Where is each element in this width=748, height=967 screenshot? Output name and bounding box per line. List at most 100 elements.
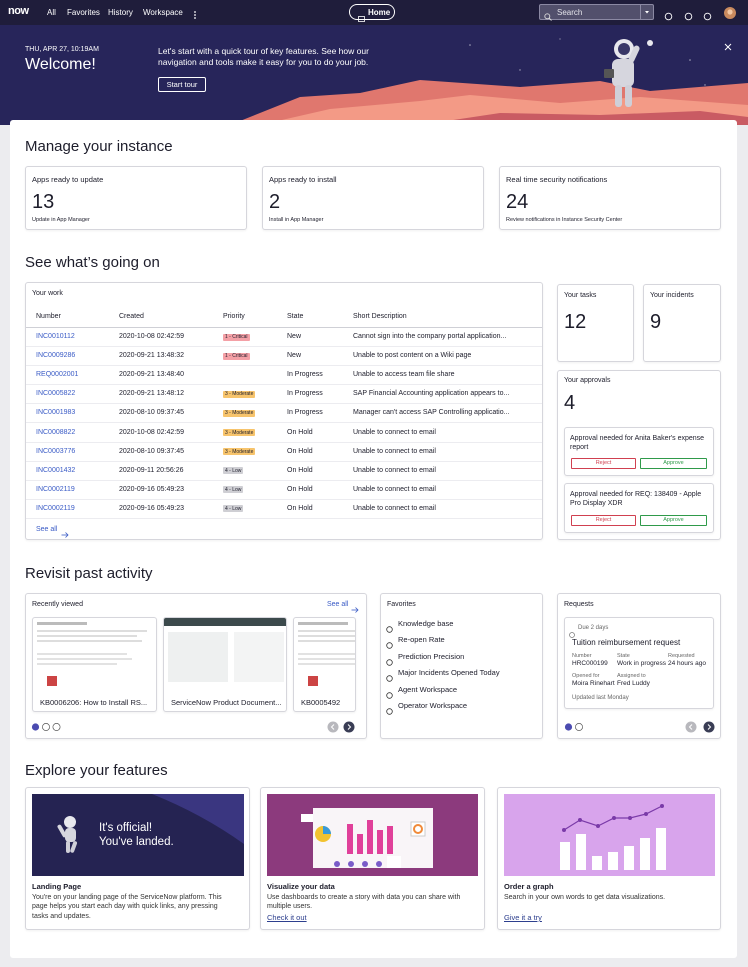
close-icon-svg bbox=[724, 43, 732, 51]
request-due: Due 2 days bbox=[578, 625, 609, 631]
favorite-icon bbox=[386, 702, 393, 715]
image-text: It's official! bbox=[99, 822, 153, 834]
nav-icon[interactable] bbox=[703, 8, 712, 21]
more-icon bbox=[193, 7, 197, 19]
prev-button[interactable] bbox=[327, 720, 339, 733]
priority-badge: 1 - Critical bbox=[223, 352, 250, 360]
card-title: Your incidents bbox=[650, 292, 694, 299]
created: 2020-09-21 13:48:40 bbox=[119, 371, 184, 379]
home-label: Home bbox=[368, 8, 391, 17]
approve-button[interactable]: Approve bbox=[640, 458, 707, 469]
card-title: Your work bbox=[32, 290, 63, 297]
field-label: Opened for bbox=[572, 673, 600, 679]
recent-item[interactable]: ServiceNow Product Document... bbox=[163, 617, 287, 712]
feature-text: Search in your own words to get data vis… bbox=[504, 894, 666, 901]
record-link[interactable]: INC0005822 bbox=[36, 390, 76, 398]
short-description: Unable to connect to email bbox=[353, 466, 436, 474]
recent-item[interactable]: KB0005492 bbox=[293, 617, 356, 712]
arrow-icon bbox=[61, 526, 69, 538]
short-description: Unable to connect to email bbox=[353, 447, 436, 455]
favorite-link[interactable]: Major Incidents Opened Today bbox=[398, 668, 500, 678]
favorite-link[interactable]: Prediction Precision bbox=[398, 651, 465, 661]
nav-item[interactable]: Favorites bbox=[67, 8, 100, 17]
state: On Hold bbox=[287, 428, 313, 436]
state: New bbox=[287, 352, 302, 360]
pager-dots-svg bbox=[564, 723, 583, 731]
row-line bbox=[26, 384, 542, 386]
reject-button[interactable]: Reject bbox=[571, 515, 636, 526]
hero-art bbox=[0, 25, 748, 125]
home-button[interactable] bbox=[349, 4, 395, 20]
nav-icon[interactable] bbox=[684, 8, 693, 21]
record-link[interactable]: INC0001432 bbox=[36, 466, 76, 474]
card-note: Install in App Manager bbox=[269, 217, 324, 223]
next-button-svg bbox=[703, 721, 715, 733]
request-name: Tuition reimbursement request bbox=[572, 638, 681, 647]
record-link[interactable]: INC0003776 bbox=[36, 447, 76, 455]
see-all-link[interactable]: See all bbox=[327, 601, 349, 608]
card-title: Apps ready to install bbox=[269, 175, 337, 184]
created: 2020-09-16 05:49:23 bbox=[119, 504, 184, 512]
nav-item[interactable]: All bbox=[47, 8, 56, 17]
recent-item[interactable]: KB0006206: How to Install RS... bbox=[32, 617, 157, 712]
record-link[interactable]: REQ0002001 bbox=[36, 371, 79, 379]
avatar[interactable] bbox=[724, 6, 736, 19]
nav-item[interactable]: History bbox=[108, 8, 133, 17]
record-link[interactable]: INC0002119 bbox=[36, 504, 75, 512]
favorite-link[interactable]: Re-open Rate bbox=[398, 635, 445, 645]
favorite-link[interactable]: Operator Workspace bbox=[398, 701, 468, 710]
row-line bbox=[26, 441, 542, 443]
header-line bbox=[26, 327, 542, 328]
more-icon-svg bbox=[194, 11, 196, 19]
hero-date: THU, APR 27, 10:19AM bbox=[25, 46, 99, 53]
record-link[interactable]: INC0008822 bbox=[36, 428, 76, 436]
next-button[interactable] bbox=[343, 720, 355, 733]
section-title: Revisit past activity bbox=[25, 565, 153, 582]
priority-badge: 3 - Moderate bbox=[223, 429, 256, 436]
recent-name: KB0005492 bbox=[301, 698, 341, 707]
card-note: Update in App Manager bbox=[32, 217, 90, 223]
favorite-icon bbox=[386, 669, 393, 682]
record-link[interactable]: INC0009286 bbox=[36, 352, 76, 360]
summary-card[interactable] bbox=[25, 166, 247, 230]
prev-button-svg bbox=[685, 721, 697, 733]
favorite-link[interactable]: Agent Workspace bbox=[398, 684, 458, 694]
record-link[interactable]: INC0002119 bbox=[36, 485, 75, 493]
record-link[interactable]: INC0010112 bbox=[36, 333, 75, 340]
nav-icon[interactable] bbox=[664, 8, 673, 21]
feature-link[interactable]: Give it a try bbox=[504, 913, 542, 922]
summary-card[interactable] bbox=[262, 166, 484, 230]
prev-button[interactable] bbox=[685, 720, 697, 733]
field-label: Number bbox=[572, 653, 592, 659]
card-value: 4 bbox=[564, 392, 576, 414]
nav-item[interactable]: Workspace bbox=[143, 8, 183, 17]
field-label: State bbox=[617, 653, 630, 659]
short-description: Unable to connect to email bbox=[353, 485, 436, 493]
next-button[interactable] bbox=[703, 720, 715, 733]
request-item[interactable] bbox=[564, 617, 714, 709]
priority-badge: 3 - Moderate bbox=[223, 448, 256, 456]
approve-button[interactable]: Approve bbox=[640, 515, 707, 526]
prev-button-svg bbox=[327, 721, 339, 733]
created: 2020-10-08 02:42:59 bbox=[119, 428, 184, 436]
favorites-card bbox=[380, 593, 543, 739]
reject-button[interactable]: Reject bbox=[571, 458, 636, 469]
favorite-link[interactable]: Knowledge base bbox=[398, 619, 454, 628]
search-box[interactable] bbox=[539, 4, 654, 20]
close-icon[interactable] bbox=[724, 38, 732, 51]
feature-link[interactable]: Check it out bbox=[267, 913, 307, 922]
see-all-link[interactable]: See all bbox=[36, 526, 58, 533]
home-icon-svg bbox=[358, 16, 365, 22]
field-value: Work in progress bbox=[617, 660, 667, 667]
card-title: Real time security notifications bbox=[506, 175, 608, 184]
feature-text: You're on your landing page of the Servi… bbox=[32, 894, 222, 920]
priority-badge: 4 - Low bbox=[223, 467, 244, 475]
count-card[interactable] bbox=[643, 284, 721, 362]
start-tour-button[interactable]: Start tour bbox=[158, 77, 206, 92]
short-description: Unable to post content on a Wiki page bbox=[353, 352, 472, 360]
state: In Progress bbox=[287, 390, 323, 398]
record-link[interactable]: INC0001983 bbox=[36, 409, 76, 417]
section-title: Manage your instance bbox=[25, 138, 173, 155]
summary-card[interactable] bbox=[499, 166, 721, 230]
count-card[interactable] bbox=[557, 284, 634, 362]
